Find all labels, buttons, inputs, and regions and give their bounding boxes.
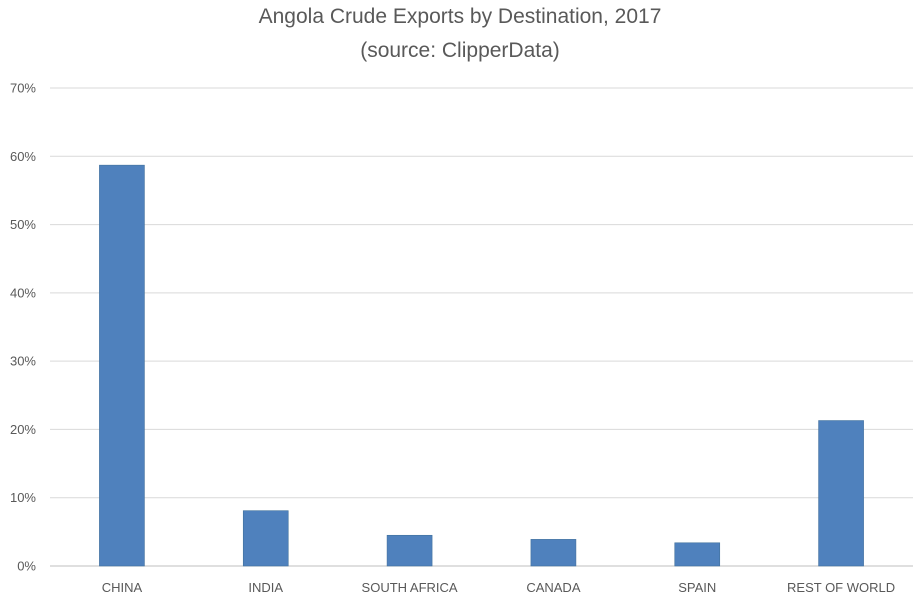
y-tick-label: 50%: [10, 217, 36, 232]
x-tick-label: INDIA: [248, 580, 283, 595]
bar-china: [99, 164, 145, 567]
y-tick-label: 40%: [10, 285, 36, 300]
bar-spain: [674, 542, 721, 567]
y-tick-label: 30%: [10, 354, 36, 369]
bar-india: [242, 510, 289, 567]
x-tick-label: SPAIN: [678, 580, 716, 595]
bars: [99, 164, 864, 567]
x-tick-label: CHINA: [102, 580, 143, 595]
chart-subtitle: (source: ClipperData): [360, 39, 560, 62]
bar-south-africa: [386, 534, 433, 567]
x-axis-labels: CHINA INDIA SOUTH AFRICA CANADA SPAIN REST OF…: [102, 580, 895, 595]
y-tick-label: 60%: [10, 149, 36, 164]
y-tick-label: 10%: [10, 490, 36, 505]
y-tick-label: 70%: [10, 81, 36, 96]
bar-rest-of-world: [818, 420, 864, 567]
y-tick-label: 0%: [17, 559, 36, 574]
gridlines: [50, 87, 913, 567]
bar-canada: [530, 539, 577, 567]
x-tick-label: REST OF WORLD: [787, 580, 895, 595]
y-tick-label: 20%: [10, 422, 36, 437]
chart-title: Angola Crude Exports by Destination, 201…: [258, 5, 662, 28]
x-tick-label: SOUTH AFRICA: [362, 580, 458, 595]
y-axis-ticks: 0% 10% 20% 30% 40% 50% 60% 70%: [10, 81, 36, 574]
x-tick-label: CANADA: [526, 580, 581, 595]
